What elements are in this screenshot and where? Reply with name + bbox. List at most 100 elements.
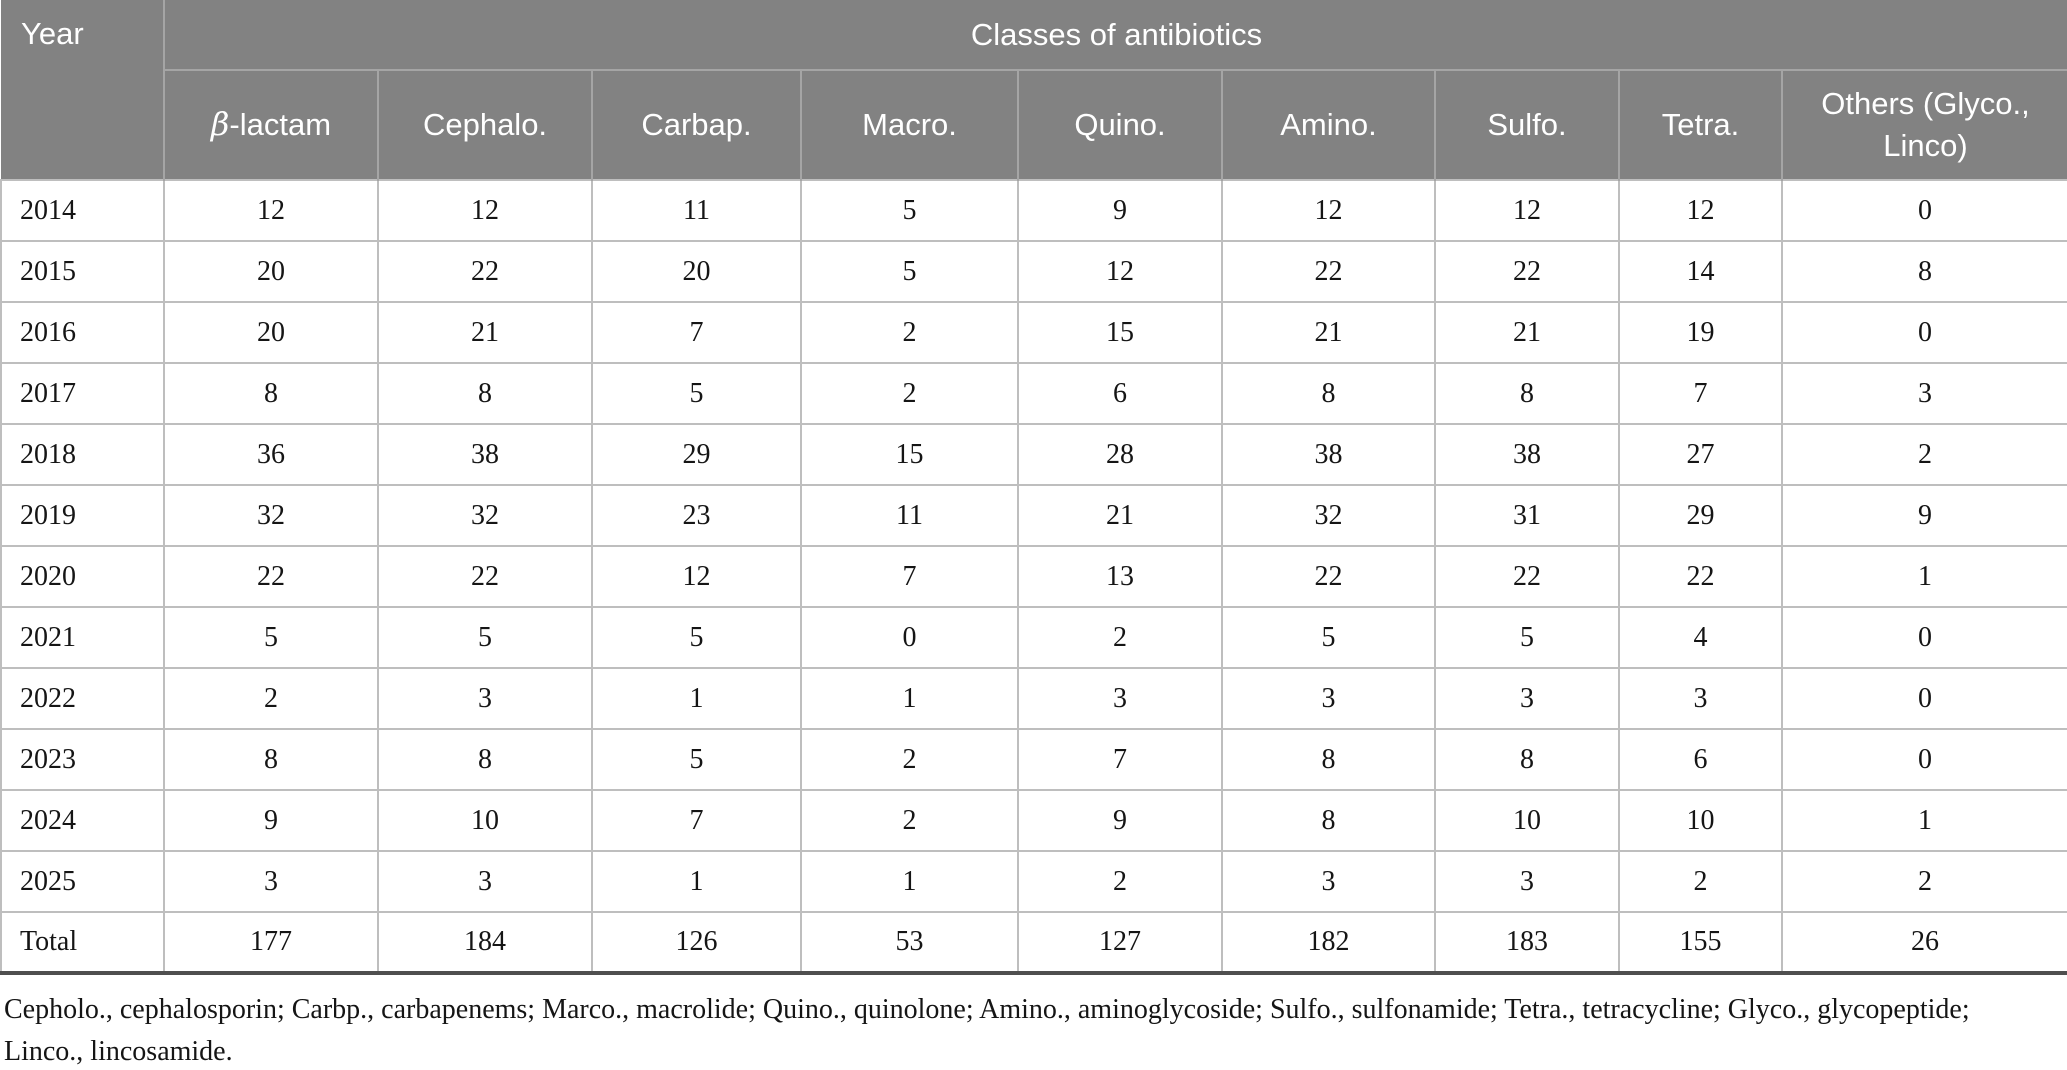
value-cell: 1 xyxy=(591,850,802,913)
value-cell: 7 xyxy=(591,301,802,364)
value-cell: 10 xyxy=(1618,789,1783,852)
value-cell: 0 xyxy=(1781,728,2067,791)
table-row: 2021 5 5 5 0 2 5 5 4 0 xyxy=(0,606,2067,669)
table-footnote: Cepholo., cephalosporin; Carbp., carbape… xyxy=(4,994,1970,1067)
value-cell: 12 xyxy=(1434,179,1620,242)
value-cell: 21 xyxy=(377,301,593,364)
value-cell: 2 xyxy=(1618,850,1783,913)
table-row: 2022 2 3 1 1 3 3 3 3 0 xyxy=(0,667,2067,730)
col-header-tetra: Tetra. xyxy=(1618,69,1782,180)
value-cell: 3 xyxy=(1434,850,1620,913)
value-cell: 38 xyxy=(1434,423,1620,486)
value-cell: 23 xyxy=(591,484,802,547)
total-value-cell: 53 xyxy=(800,911,1019,975)
value-cell: 3 xyxy=(1221,667,1436,730)
group-header: Classes of antibiotics xyxy=(163,0,2067,70)
value-cell: 36 xyxy=(163,423,379,486)
value-cell: 27 xyxy=(1618,423,1783,486)
value-cell: 19 xyxy=(1618,301,1783,364)
year-cell: 2020 xyxy=(0,545,165,608)
value-cell: 5 xyxy=(1221,606,1436,669)
value-cell: 5 xyxy=(591,606,802,669)
value-cell: 0 xyxy=(800,606,1019,669)
table-row: 2024 9 10 7 2 9 8 10 10 1 xyxy=(0,789,2067,852)
value-cell: 9 xyxy=(1781,484,2067,547)
value-cell: 3 xyxy=(377,850,593,913)
value-cell: 2 xyxy=(1781,423,2067,486)
total-label-cell: Total xyxy=(0,911,165,975)
value-cell: 4 xyxy=(1618,606,1783,669)
value-cell: 12 xyxy=(377,179,593,242)
value-cell: 7 xyxy=(1017,728,1223,791)
table-row: 2017 8 8 5 2 6 8 8 7 3 xyxy=(0,362,2067,425)
value-cell: 3 xyxy=(1618,667,1783,730)
value-cell: 0 xyxy=(1781,179,2067,242)
value-cell: 5 xyxy=(163,606,379,669)
value-cell: 3 xyxy=(1221,850,1436,913)
value-cell: 38 xyxy=(377,423,593,486)
total-value-cell: 183 xyxy=(1434,911,1620,975)
value-cell: 8 xyxy=(1221,728,1436,791)
total-value-cell: 155 xyxy=(1618,911,1783,975)
value-cell: 8 xyxy=(1434,362,1620,425)
value-cell: 8 xyxy=(377,728,593,791)
value-cell: 32 xyxy=(1221,484,1436,547)
value-cell: 11 xyxy=(800,484,1019,547)
value-cell: 10 xyxy=(377,789,593,852)
value-cell: 2 xyxy=(163,667,379,730)
value-cell: 2 xyxy=(1017,850,1223,913)
value-cell: 2 xyxy=(1017,606,1223,669)
table-row: 2025 3 3 1 1 2 3 3 2 2 xyxy=(0,850,2067,913)
value-cell: 12 xyxy=(163,179,379,242)
total-value-cell: 177 xyxy=(163,911,379,975)
value-cell: 7 xyxy=(591,789,802,852)
value-cell: 0 xyxy=(1781,667,2067,730)
value-cell: 2 xyxy=(1781,850,2067,913)
value-cell: 29 xyxy=(591,423,802,486)
value-cell: 1 xyxy=(1781,545,2067,608)
beta-symbol: β xyxy=(210,105,230,144)
value-cell: 15 xyxy=(800,423,1019,486)
value-cell: 1 xyxy=(800,667,1019,730)
value-cell: 12 xyxy=(1017,240,1223,303)
value-cell: 5 xyxy=(800,179,1019,242)
value-cell: 22 xyxy=(1618,545,1783,608)
value-cell: 22 xyxy=(377,545,593,608)
value-cell: 13 xyxy=(1017,545,1223,608)
value-cell: 5 xyxy=(1434,606,1620,669)
value-cell: 20 xyxy=(163,301,379,364)
header-row-group: Year Classes of antibiotics xyxy=(1,0,2067,180)
value-cell: 5 xyxy=(800,240,1019,303)
value-cell: 2 xyxy=(800,728,1019,791)
table-row: 2023 8 8 5 2 7 8 8 6 0 xyxy=(0,728,2067,791)
value-cell: 9 xyxy=(163,789,379,852)
year-cell: 2021 xyxy=(0,606,165,669)
value-cell: 9 xyxy=(1017,179,1223,242)
value-cell: 12 xyxy=(1221,179,1436,242)
value-cell: 32 xyxy=(163,484,379,547)
value-cell: 15 xyxy=(1017,301,1223,364)
year-header: Year xyxy=(1,0,164,180)
table-row: 2014 12 12 11 5 9 12 12 12 0 xyxy=(0,179,2067,242)
value-cell: 21 xyxy=(1017,484,1223,547)
value-cell: 22 xyxy=(1221,240,1436,303)
value-cell: 28 xyxy=(1017,423,1223,486)
value-cell: 7 xyxy=(1618,362,1783,425)
table-row: 2016 20 21 7 2 15 21 21 19 0 xyxy=(0,301,2067,364)
year-cell: 2014 xyxy=(0,179,165,242)
value-cell: 3 xyxy=(1017,667,1223,730)
year-cell: 2016 xyxy=(0,301,165,364)
value-cell: 5 xyxy=(591,362,802,425)
year-cell: 2023 xyxy=(0,728,165,791)
value-cell: 12 xyxy=(1618,179,1783,242)
table-body: 2014 12 12 11 5 9 12 12 12 0 2015 20 22 20 5 12 22 22 14 8 2… xyxy=(0,179,2067,975)
value-cell: 2 xyxy=(800,789,1019,852)
total-value-cell: 126 xyxy=(591,911,802,975)
value-cell: 31 xyxy=(1434,484,1620,547)
col-header-beta-lactam: β-lactam xyxy=(163,69,378,180)
value-cell: 29 xyxy=(1618,484,1783,547)
total-value-cell: 26 xyxy=(1781,911,2067,975)
year-cell: 2017 xyxy=(0,362,165,425)
col-header-cephalo: Cephalo. xyxy=(377,69,592,180)
value-cell: 1 xyxy=(1781,789,2067,852)
